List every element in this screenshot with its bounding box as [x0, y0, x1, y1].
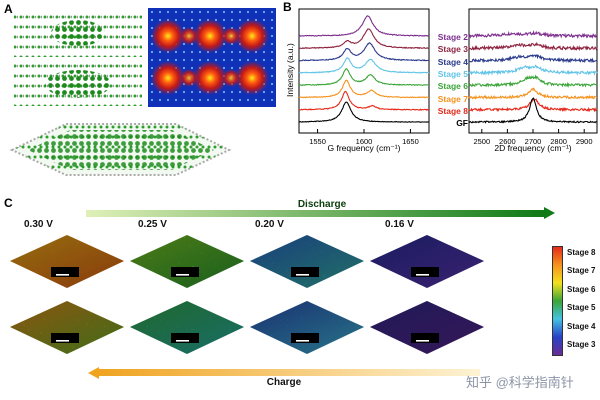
- panel-b-label: B: [283, 0, 292, 14]
- afm-surface-map: [126, 297, 248, 359]
- discharge-label: Discharge: [297, 199, 347, 210]
- stage-label: Stage 7: [437, 94, 468, 104]
- svg-text:2800: 2800: [550, 137, 567, 146]
- stage-label: Stage 3: [437, 44, 468, 54]
- colorbar-label: Stage 3: [567, 340, 596, 349]
- svg-text:2500: 2500: [473, 137, 490, 146]
- svg-text:1600: 1600: [356, 137, 373, 146]
- afm-surface-map: [126, 231, 248, 293]
- colorbar-label: Stage 8: [567, 248, 596, 257]
- discharge-arrowhead-icon: [544, 207, 555, 219]
- discharge-arrow: Discharge: [86, 199, 558, 219]
- stage-colorbar: [552, 246, 563, 356]
- svg-text:2600: 2600: [499, 137, 516, 146]
- stage-label: Stage 5: [437, 69, 468, 79]
- charge-arrowhead-icon: [88, 367, 99, 379]
- stage-legend: Stage 2 Stage 3 Stage 4 Stage 5 Stage 6 …: [430, 26, 470, 136]
- colorbar-label: Stage 5: [567, 303, 596, 312]
- colorbar-label: Stage 7: [567, 266, 596, 275]
- voltage-label: 0.20 V: [255, 219, 284, 230]
- stage-structure-side-view-2: [14, 61, 142, 106]
- raman-2d-spectra-chart: 2500 2600 2700 2800 2900 2D frequency (cm⁻¹): [468, 8, 598, 154]
- raman-g-spectra-chart: 1550 1600 1650 G frequency (cm⁻¹): [298, 8, 430, 154]
- stage-structure-side-view-1: [14, 12, 142, 57]
- voltage-label: 0.30 V: [24, 219, 53, 230]
- afm-surface-map: [6, 297, 128, 359]
- svg-text:2900: 2900: [576, 137, 593, 146]
- afm-surface-map: [246, 231, 368, 293]
- watermark: 知乎 @科学指南针: [466, 375, 574, 390]
- charge-label: Charge: [266, 377, 302, 388]
- stage-label: Stage 6: [437, 81, 468, 91]
- svg-text:2700: 2700: [525, 137, 542, 146]
- afm-surface-map: [366, 231, 488, 293]
- discharge-arrow-bar: [86, 210, 544, 217]
- stage-label: GF: [456, 118, 468, 128]
- charge-arrow-bar: [98, 369, 480, 376]
- svg-text:2D frequency (cm⁻¹): 2D frequency (cm⁻¹): [494, 143, 571, 153]
- voltage-labels: 0.30 V 0.25 V 0.20 V 0.16 V: [0, 219, 600, 231]
- svg-text:1550: 1550: [309, 137, 326, 146]
- intercalated-flake-top-view: [9, 123, 232, 176]
- colorbar-label: Stage 6: [567, 285, 596, 294]
- g-axis-ylabel: Intensity (a.u.): [285, 43, 295, 97]
- svg-text:1650: 1650: [402, 137, 419, 146]
- charge-density-map: [148, 8, 276, 107]
- charge-arrow: Charge: [88, 367, 480, 388]
- afm-surface-map: [246, 297, 368, 359]
- afm-surface-map: [366, 297, 488, 359]
- stage-label: Stage 8: [437, 106, 468, 116]
- svg-text:G frequency (cm⁻¹): G frequency (cm⁻¹): [328, 143, 401, 153]
- voltage-label: 0.16 V: [385, 219, 414, 230]
- voltage-label: 0.25 V: [138, 219, 167, 230]
- stage-label: Stage 4: [437, 57, 468, 67]
- stage-label: Stage 2: [437, 32, 468, 42]
- colorbar-label: Stage 4: [567, 322, 596, 331]
- panel-c-label: C: [4, 196, 13, 210]
- afm-surface-map: [6, 231, 128, 293]
- panel-a-label: A: [4, 2, 13, 16]
